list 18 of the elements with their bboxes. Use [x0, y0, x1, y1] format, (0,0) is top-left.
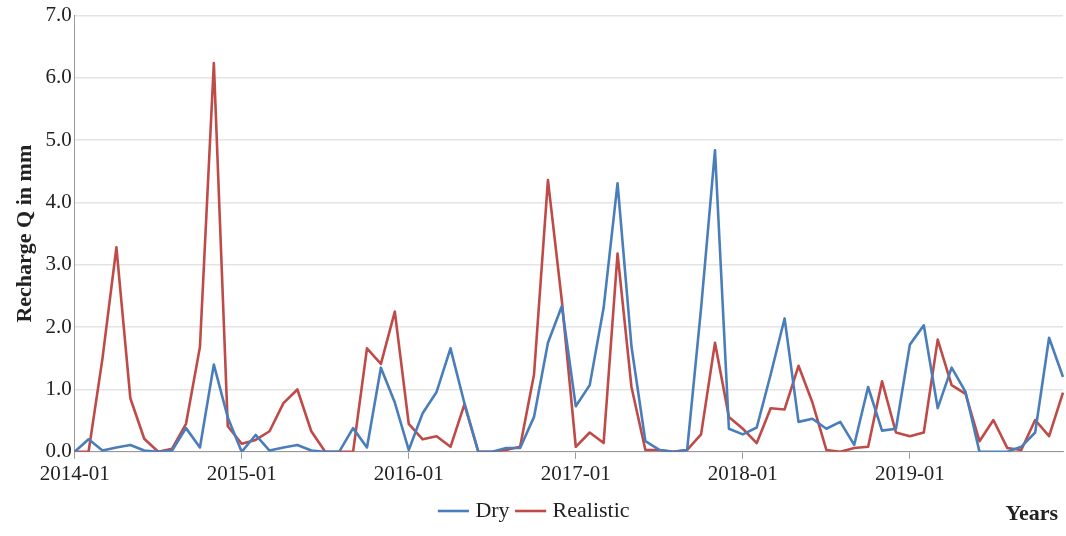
x-tick-label: 2016-01 — [373, 460, 444, 485]
y-tick-label: 1.0 — [45, 376, 72, 400]
x-tick-label: 2015-01 — [206, 460, 277, 485]
y-tick-label: 5.0 — [45, 126, 72, 151]
y-tick-label: 6.0 — [45, 64, 72, 89]
y-tick-label: 0.0 — [45, 438, 72, 463]
y-tick-label: 2.0 — [45, 313, 72, 338]
y-tick-label: 4.0 — [45, 189, 72, 214]
legend-label: Realistic — [552, 496, 630, 522]
legend-label: Dry — [475, 496, 510, 522]
x-tick-label: 2017-01 — [540, 460, 611, 485]
y-tick-label: 3.0 — [45, 251, 72, 276]
x-tick-label: 2019-01 — [874, 460, 945, 485]
y-tick-label: 7.0 — [45, 2, 72, 27]
x-tick-label: 2014-01 — [39, 460, 110, 485]
y-axis-title: Recharge Q in mm — [10, 144, 36, 323]
x-axis-title: Years — [1005, 500, 1058, 526]
x-tick-label: 2018-01 — [707, 460, 778, 485]
